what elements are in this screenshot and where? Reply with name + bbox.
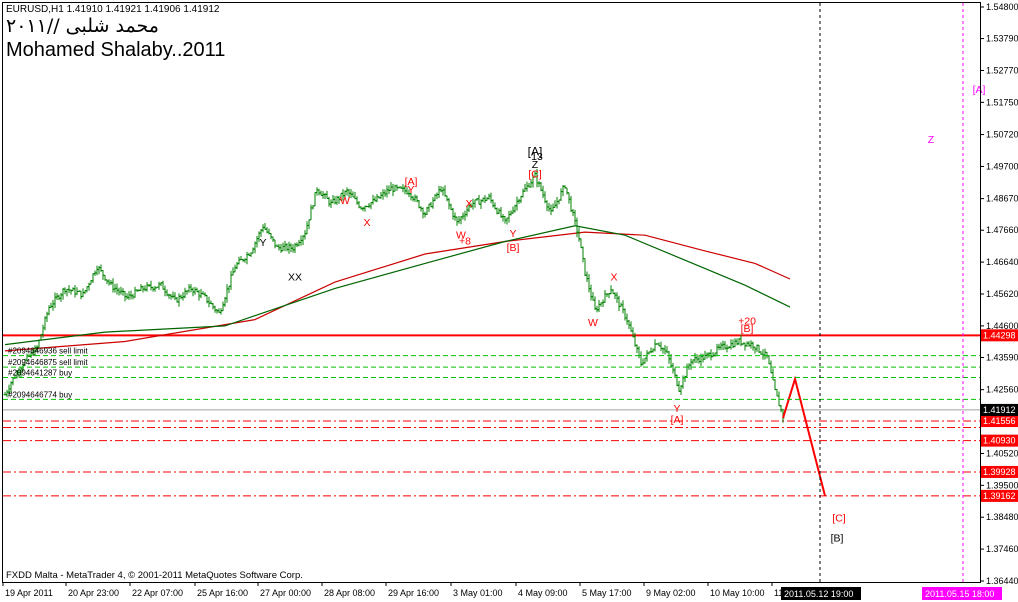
wave-label: W — [340, 195, 350, 207]
wave-label: W — [456, 229, 466, 241]
wave-label: Z — [928, 134, 935, 146]
y-tick-label: 1.48670 — [986, 194, 1018, 204]
wave-label: [A] — [671, 414, 684, 426]
x-tick-label: 28 Apr 08:00 — [324, 588, 375, 598]
copyright-footer: FXDD Malta - MetaTrader 4, © 2001-2011 M… — [6, 570, 303, 581]
x-tick-label: 5 May 17:00 — [582, 588, 632, 598]
level-price-box — [981, 415, 1018, 428]
x-tick-label: 3 May 01:00 — [453, 588, 503, 598]
wave-label: W — [588, 317, 598, 329]
x-tick-label: 29 Apr 16:00 — [388, 588, 439, 598]
wave-label: Y — [673, 403, 680, 415]
order-label: #2094646936 sell limit — [8, 347, 88, 356]
level-price-box — [981, 434, 1018, 447]
price-bars-layer — [3, 168, 785, 423]
wave-label: Y — [509, 228, 516, 240]
current-price-box — [981, 403, 1018, 416]
wave-label: [A] — [405, 176, 418, 188]
wave-label: [B] — [831, 533, 844, 545]
wave-label: [B] — [741, 323, 754, 335]
y-tick-label: 1.44600 — [986, 321, 1018, 331]
wave-label: +20 — [738, 315, 756, 327]
level-price-label: 1.41556 — [983, 416, 1016, 426]
x-tick-label: 27 Apr 00:00 — [260, 588, 311, 598]
arabic-title: محمد شلبى //٢٠١١ — [6, 15, 159, 37]
x-tick-label: 20 Apr 23:00 — [68, 588, 119, 598]
wave-label: +8 — [459, 236, 471, 248]
order-label: #2094641287 buy — [8, 368, 72, 377]
vertical-cursor-lines — [819, 3, 964, 582]
wave-label: [B] — [507, 242, 520, 254]
wave-label: [C] — [832, 512, 846, 524]
level-price-box — [981, 329, 1018, 342]
cursor-time-label: 2011.05.12 19:00 — [784, 589, 853, 599]
author-title: Mohamed Shalaby..2011 — [6, 39, 226, 61]
wave-label: [A] — [973, 84, 986, 96]
y-tick-label: 1.40520 — [986, 448, 1018, 458]
y-tick-label: 1.51750 — [986, 97, 1018, 107]
x-tick-label: 19 Apr 2011 — [5, 588, 53, 598]
y-tick-label: 1.46640 — [986, 257, 1018, 267]
future-time-box — [922, 587, 1002, 600]
wave-label: 13 — [531, 151, 543, 163]
projection-layer — [782, 375, 826, 496]
plot-frame — [2, 2, 981, 583]
order-label: #2094646774 buy — [8, 390, 72, 399]
y-tick-label: 1.43590 — [986, 352, 1018, 362]
y-tick-label: 1.47660 — [986, 225, 1018, 235]
price-axis[interactable]: 1.54800 1.53790 1.52770 1.51750 1.50720 1.497… — [980, 2, 1018, 586]
order-labels-layer: #2094646936 sell limit #2094646875 sell l… — [3, 347, 980, 400]
level-price-label: 1.44298 — [983, 330, 1016, 340]
y-tick-label: 1.45620 — [986, 289, 1018, 299]
future-time-label: 2011.05.15 18:00 — [925, 589, 994, 599]
wave-label: X — [465, 198, 472, 210]
wave-label: XX — [288, 272, 302, 284]
y-tick-label: 1.50720 — [986, 130, 1018, 140]
order-label: #2094646875 sell limit — [8, 358, 88, 367]
current-price-label: 1.41912 — [983, 405, 1016, 415]
level-price-box — [981, 465, 1018, 478]
wave-label: Y — [407, 184, 414, 196]
y-tick-label: 1.53790 — [986, 34, 1018, 44]
moving-average-green — [4, 225, 791, 346]
wave-label: Y — [259, 237, 266, 249]
x-tick-label: 4 May 09:00 — [518, 588, 568, 598]
level-price-label: 1.39162 — [983, 491, 1016, 501]
level-price-label: 1.40930 — [983, 436, 1016, 446]
cursor-time-box — [781, 587, 861, 600]
x-tick-label: 11 — [774, 588, 783, 598]
y-tick-label: 1.37460 — [986, 544, 1018, 554]
level-price-label: 1.39928 — [983, 467, 1016, 477]
moving-averages-layer — [4, 225, 791, 352]
y-tick-label: 1.39500 — [986, 480, 1018, 490]
wave-label: [C] — [528, 168, 542, 180]
x-tick-label: 9 May 02:00 — [646, 588, 696, 598]
y-tick-label: 1.38480 — [986, 512, 1018, 522]
symbol-info: EURUSD,H1 1.41910 1.41921 1.41906 1.4191… — [6, 4, 220, 15]
x-tick-label: 22 Apr 07:00 — [132, 588, 183, 598]
x-tick-label: 25 Apr 16:00 — [197, 588, 248, 598]
y-tick-label: 1.42560 — [986, 385, 1018, 395]
wave-projection-line — [782, 375, 826, 496]
x-tick-label: 10 May 10:00 — [710, 588, 765, 598]
horizontal-levels-layer — [3, 334, 980, 497]
y-tick-label: 1.52770 — [986, 65, 1018, 75]
time-axis[interactable]: 19 Apr 2011 20 Apr 23:00 22 Apr 07:00 25 Ap… — [2, 582, 1002, 600]
y-tick-label: 1.49700 — [986, 161, 1018, 171]
wave-label: Z — [532, 159, 539, 171]
y-tick-label: 1.36440 — [986, 576, 1018, 586]
wave-label: X — [610, 272, 617, 284]
wave-label: X — [363, 217, 370, 229]
y-tick-label: 1.54800 — [986, 2, 1018, 12]
level-price-box — [981, 489, 1018, 502]
wave-label: [A] — [528, 145, 543, 159]
